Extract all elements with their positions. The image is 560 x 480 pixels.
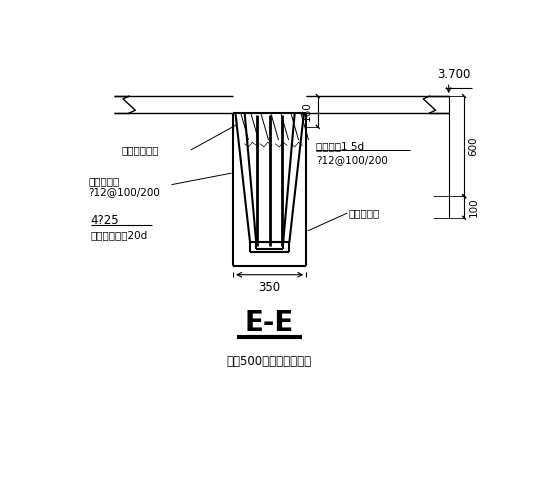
Text: 梁下500高度围手除砂墙: 梁下500高度围手除砂墙	[227, 355, 312, 368]
Text: 植入两侧柱内20d: 植入两侧柱内20d	[91, 230, 148, 240]
Text: ?12@100/200: ?12@100/200	[316, 155, 388, 165]
Text: 160: 160	[302, 102, 311, 121]
Text: ?12@100/200: ?12@100/200	[88, 187, 160, 197]
Text: 梁底剃凿凿毛: 梁底剃凿凿毛	[122, 145, 159, 155]
Text: 600: 600	[469, 136, 479, 156]
Text: 350: 350	[259, 281, 281, 294]
Text: 100: 100	[469, 197, 479, 217]
Text: 灸浆料灸注: 灸浆料灸注	[348, 208, 380, 218]
Text: 4?25: 4?25	[91, 215, 119, 228]
Text: E-E: E-E	[245, 309, 294, 337]
Text: 新増丁型筋: 新増丁型筋	[88, 176, 120, 186]
Text: 3.700: 3.700	[437, 68, 470, 81]
Text: 新植拉刱1 5d: 新植拉刱1 5d	[316, 141, 365, 151]
